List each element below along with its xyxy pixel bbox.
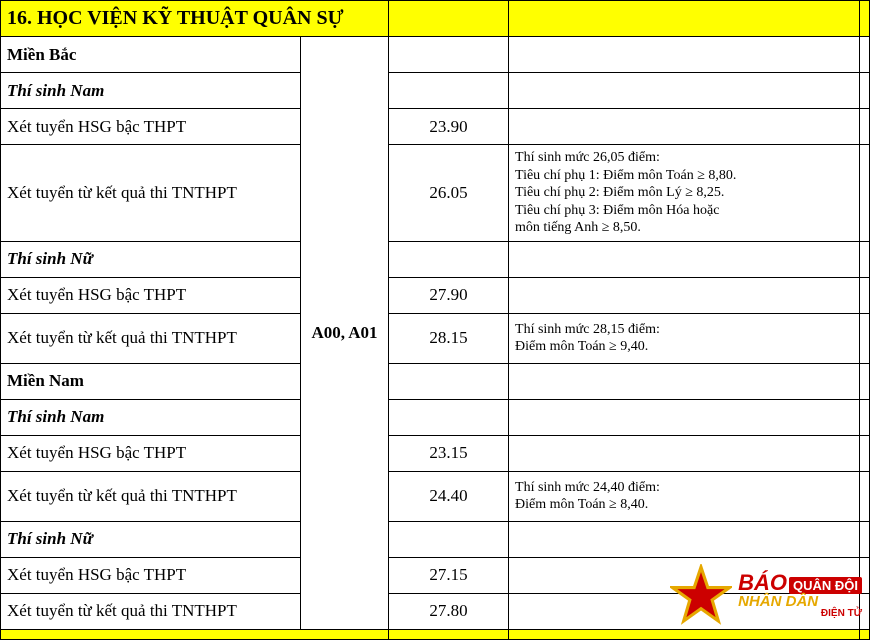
criteria-label: Xét tuyển HSG bậc THPT [1, 109, 301, 145]
criteria-label: Xét tuyển từ kết quả thi TNTHPT [1, 593, 301, 629]
note-cell: Thí sinh mức 26,05 điểm: Tiêu chí phụ 1:… [509, 145, 860, 242]
score-cell: 26.05 [389, 145, 509, 242]
criteria-label: Xét tuyển HSG bậc THPT [1, 277, 301, 313]
criteria-label: Xét tuyển từ kết quả thi TNTHPT [1, 471, 301, 521]
gender-label: Thí sinh Nam [1, 399, 301, 435]
note-cell [509, 557, 860, 593]
score-cell: 27.90 [389, 277, 509, 313]
gender-row-north-male: Thí sinh Nam [1, 73, 870, 109]
note-cell: Thí sinh mức 24,40 điểm: Điểm môn Toán ≥… [509, 471, 860, 521]
region-label: Miền Bắc [1, 37, 301, 73]
region-row-south: Miền Nam [1, 363, 870, 399]
score-cell: 23.90 [389, 109, 509, 145]
criteria-label: Xét tuyển từ kết quả thi TNTHPT [1, 313, 301, 363]
gender-label: Thí sinh Nữ [1, 521, 301, 557]
criteria-label: Xét tuyển HSG bậc THPT [1, 435, 301, 471]
note-cell [509, 109, 860, 145]
row-south-female-tnthpt: Xét tuyển từ kết quả thi TNTHPT 27.80 [1, 593, 870, 629]
score-cell: 27.15 [389, 557, 509, 593]
gender-row-south-male: Thí sinh Nam [1, 399, 870, 435]
note-cell [509, 435, 860, 471]
note-cell [509, 277, 860, 313]
table-title: 16. HỌC VIỆN KỸ THUẬT QUÂN SỰ [1, 1, 389, 37]
region-row-north: Miền Bắc A00, A01 [1, 37, 870, 73]
row-south-male-tnthpt: Xét tuyển từ kết quả thi TNTHPT 24.40 Th… [1, 471, 870, 521]
region-label: Miền Nam [1, 363, 301, 399]
gender-label: Thí sinh Nam [1, 73, 301, 109]
row-south-male-hsg: Xét tuyển HSG bậc THPT 23.15 [1, 435, 870, 471]
criteria-label: Xét tuyển từ kết quả thi TNTHPT [1, 145, 301, 242]
score-cell: 27.80 [389, 593, 509, 629]
row-north-male-hsg: Xét tuyển HSG bậc THPT 23.90 [1, 109, 870, 145]
note-cell: Thí sinh mức 28,15 điểm: Điểm môn Toán ≥… [509, 313, 860, 363]
gender-row-south-female: Thí sinh Nữ [1, 521, 870, 557]
footer-yellow-row [1, 629, 870, 639]
row-south-female-hsg: Xét tuyển HSG bậc THPT 27.15 [1, 557, 870, 593]
table-header-row: 16. HỌC VIỆN KỸ THUẬT QUÂN SỰ [1, 1, 870, 37]
row-north-male-tnthpt: Xét tuyển từ kết quả thi TNTHPT 26.05 Th… [1, 145, 870, 242]
gender-label: Thí sinh Nữ [1, 241, 301, 277]
criteria-label: Xét tuyển HSG bậc THPT [1, 557, 301, 593]
admission-table: 16. HỌC VIỆN KỸ THUẬT QUÂN SỰ Miền Bắc A… [0, 0, 870, 640]
note-cell [509, 593, 860, 629]
score-cell: 23.15 [389, 435, 509, 471]
gender-row-north-female: Thí sinh Nữ [1, 241, 870, 277]
row-north-female-hsg: Xét tuyển HSG bậc THPT 27.90 [1, 277, 870, 313]
exam-code-cell: A00, A01 [301, 37, 389, 630]
score-cell: 24.40 [389, 471, 509, 521]
row-north-female-tnthpt: Xét tuyển từ kết quả thi TNTHPT 28.15 Th… [1, 313, 870, 363]
score-cell: 28.15 [389, 313, 509, 363]
